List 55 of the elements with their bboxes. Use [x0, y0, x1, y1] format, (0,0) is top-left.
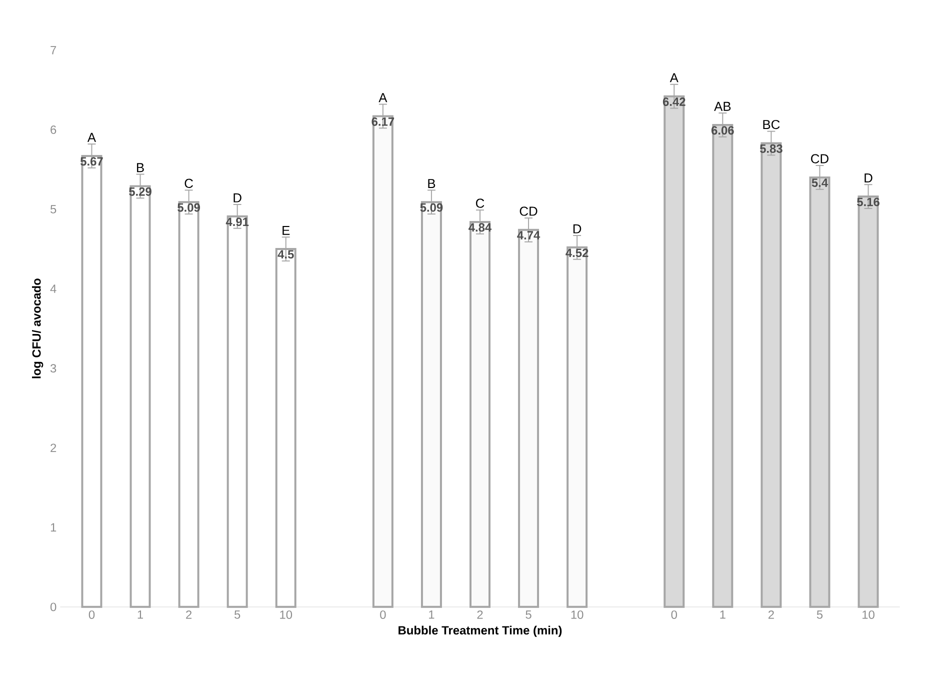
- data-label: 4.52: [566, 248, 588, 258]
- annotation: CD: [811, 154, 828, 164]
- y-axis-title: log CFU/ avocado: [32, 278, 44, 378]
- annotation: CD: [520, 206, 538, 216]
- data-label: 5.67: [80, 157, 103, 166]
- y-tick-label: 6: [50, 125, 56, 134]
- data-label: 6.06: [711, 126, 734, 135]
- data-label: 4.84: [468, 223, 492, 232]
- y-tick-label: 5: [50, 205, 56, 214]
- data-label: 5.83: [760, 144, 782, 153]
- x-tick-label: 2: [186, 610, 192, 619]
- data-label: 5.09: [178, 203, 200, 212]
- x-tick-label: 10: [280, 610, 292, 619]
- annotation: A: [378, 93, 388, 102]
- annotation: E: [282, 226, 290, 235]
- data-label: 4.5: [278, 250, 294, 258]
- annotation: B: [428, 179, 436, 188]
- annotation: D: [234, 193, 242, 202]
- annotation: A: [87, 132, 96, 142]
- annotation: AB: [714, 102, 731, 111]
- data-label: 6.17: [372, 117, 394, 126]
- data-label: 5.29: [129, 187, 152, 196]
- x-tick-label: 1: [138, 610, 143, 619]
- x-tick-label: 0: [671, 610, 677, 619]
- data-label: 5.09: [420, 203, 443, 212]
- y-tick-label: 3: [50, 364, 56, 372]
- y-tick-label: 1: [50, 523, 56, 532]
- data-label: 5.4: [812, 178, 828, 187]
- x-tick-label: 1: [720, 610, 726, 619]
- annotation: B: [137, 163, 144, 172]
- x-tick-label: 2: [477, 610, 483, 619]
- y-tick-label: 2: [50, 444, 56, 452]
- data-label: 5.16: [857, 198, 880, 206]
- x-tick-label: 5: [234, 610, 240, 619]
- data-label: 4.91: [226, 218, 249, 226]
- x-tick-label: 10: [862, 610, 874, 619]
- x-tick-label: 1: [429, 610, 434, 619]
- annotation: C: [476, 198, 484, 208]
- y-tick-label: 0: [50, 602, 56, 612]
- annotation: C: [184, 178, 193, 188]
- annotation: A: [670, 73, 678, 82]
- annotation: D: [864, 173, 872, 182]
- x-tick-label: 10: [571, 610, 584, 619]
- x-tick-label: 0: [380, 610, 386, 619]
- x-tick-label: 0: [88, 610, 95, 619]
- x-axis-title: Bubble Treatment Time (min): [398, 626, 562, 637]
- annotation: D: [573, 224, 582, 234]
- annotation: BC: [763, 120, 780, 130]
- y-tick-label: 7: [50, 46, 56, 54]
- data-label: 4.74: [517, 231, 540, 240]
- x-tick-label: 5: [816, 610, 823, 619]
- y-tick-label: 4: [50, 284, 56, 293]
- x-tick-label: 5: [526, 610, 532, 619]
- data-label: 6.42: [662, 97, 686, 106]
- x-tick-label: 2: [768, 610, 774, 619]
